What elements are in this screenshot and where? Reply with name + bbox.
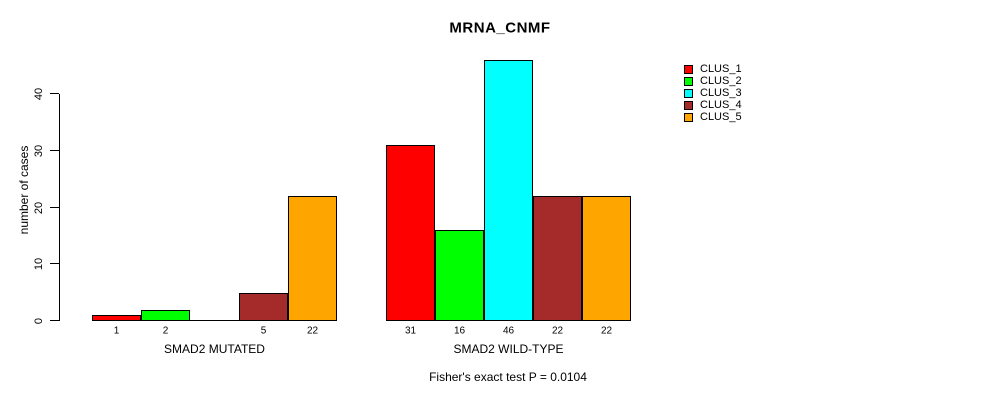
legend-label: CLUS_2 (700, 75, 742, 87)
legend-swatch (684, 76, 693, 86)
bar-clus_1-group1 (92, 315, 141, 321)
group-baseline (92, 320, 337, 321)
legend-item: CLUS_5 (684, 111, 742, 123)
bar-value-label: 46 (502, 325, 515, 337)
legend-label: CLUS_1 (700, 63, 742, 75)
bar-clus_5-group1 (288, 196, 337, 321)
x-group-label: SMAD2 WILD-TYPE (453, 342, 564, 356)
bar-value-label: 16 (453, 325, 466, 337)
legend: CLUS_1 CLUS_2 CLUS_3 CLUS_4 CLUS_5 (684, 63, 742, 123)
bar-clus_4-group1 (239, 293, 288, 321)
legend-item: CLUS_1 (684, 63, 742, 75)
bar-clus_3-group2 (484, 60, 533, 321)
legend-swatch (684, 64, 693, 74)
bar-value-label: 31 (404, 325, 417, 337)
chart-title: MRNA_CNMF (449, 19, 551, 37)
y-tick (50, 206, 59, 208)
legend-label: CLUS_3 (700, 87, 742, 99)
y-tick-label: 10 (33, 258, 45, 271)
y-axis-line (59, 94, 60, 321)
legend-item: CLUS_4 (684, 99, 742, 111)
bar-value-label: 22 (551, 325, 564, 337)
x-group-label: SMAD2 MUTATED (164, 342, 265, 356)
annotation-fisher-test: Fisher's exact test P = 0.0104 (429, 370, 587, 384)
bar-clus_4-group2 (533, 196, 582, 321)
y-tick (50, 263, 59, 265)
legend-item: CLUS_2 (684, 75, 742, 87)
bar-clus_2-group2 (435, 230, 484, 321)
bar-value-label: 22 (306, 325, 319, 337)
legend-label: CLUS_4 (700, 99, 742, 111)
bar-clus_5-group2 (582, 196, 631, 321)
y-tick (50, 149, 59, 151)
legend-swatch (684, 100, 693, 110)
bar-value-label: 2 (162, 325, 169, 337)
legend-item: CLUS_3 (684, 87, 742, 99)
bar-clus_2-group1 (141, 310, 190, 321)
legend-swatch (684, 88, 693, 98)
y-tick-label: 30 (33, 144, 45, 157)
y-tick-label: 40 (33, 87, 45, 101)
y-tick (50, 320, 59, 321)
y-axis-title: number of cases (17, 145, 31, 235)
bar-value-label: 22 (600, 325, 613, 337)
y-tick-label: 20 (33, 201, 45, 214)
y-tick-label: 0 (33, 317, 45, 325)
bar-value-label: 1 (113, 325, 120, 337)
bar-value-label: 5 (260, 325, 267, 337)
legend-label: CLUS_5 (700, 111, 742, 123)
bar-clus_1-group2 (386, 145, 435, 321)
legend-swatch (684, 112, 693, 122)
y-tick (50, 93, 59, 94)
